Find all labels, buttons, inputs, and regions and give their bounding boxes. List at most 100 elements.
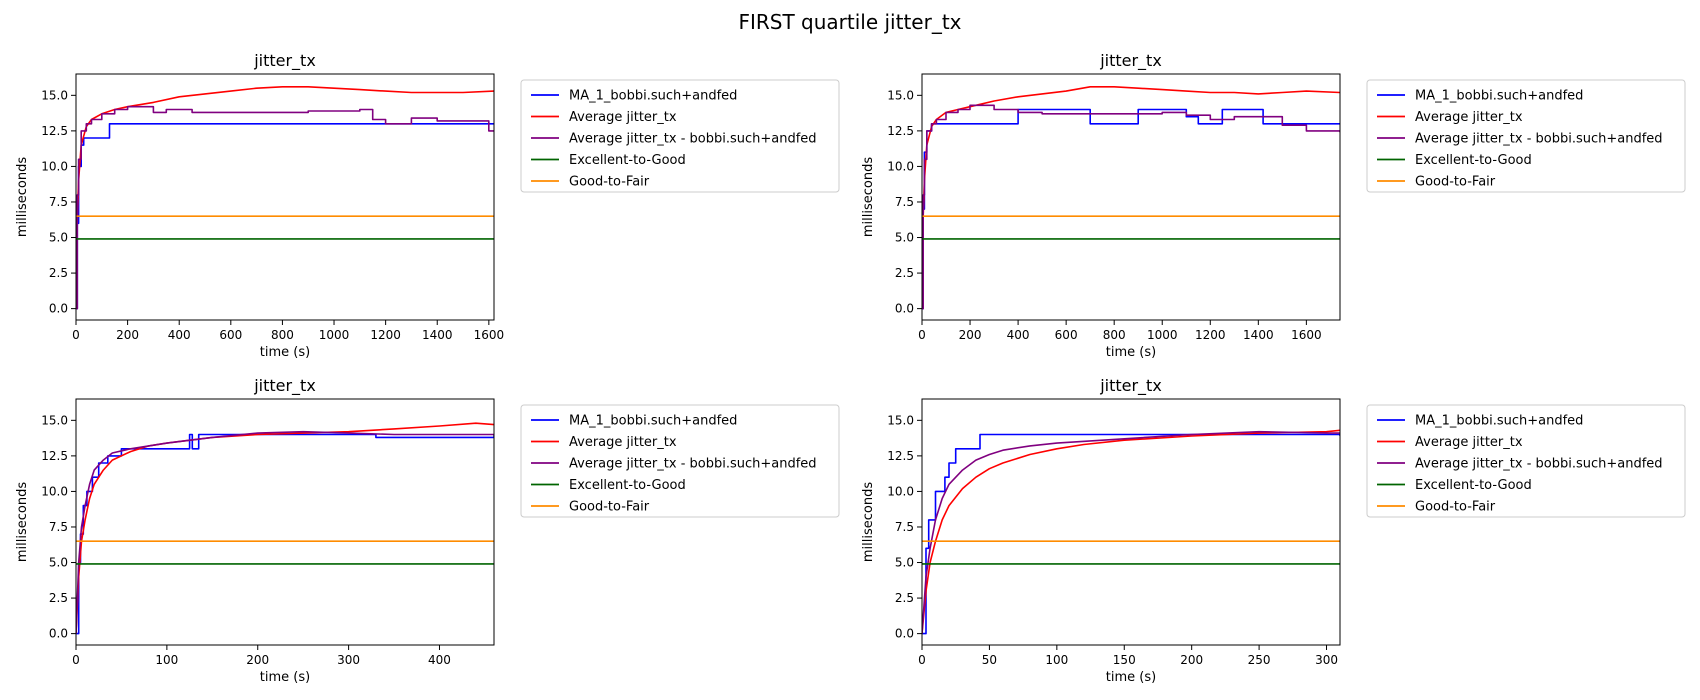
x-tick-label: 400 [428,653,451,667]
legend-label: MA_1_bobbi.such+andfed [1415,414,1583,429]
y-tick-label: 10.0 [41,159,68,173]
x-tick-label: 100 [1045,653,1068,667]
y-tick-label: 10.0 [887,484,914,498]
x-tick-label: 1400 [422,328,453,342]
axes-frame [75,73,495,321]
y-tick-label: 12.5 [887,449,914,463]
y-tick-label: 10.0 [41,484,68,498]
y-tick-label: 0.0 [895,627,914,641]
chart-title: jitter_tx [1099,51,1162,71]
x-tick-label: 200 [246,653,269,667]
y-tick-label: 7.5 [895,195,914,209]
x-tick-label: 800 [1103,328,1126,342]
series-line-2 [76,86,494,309]
y-axis-label: milliseconds [15,157,30,237]
x-tick-label: 300 [1315,653,1338,667]
series-group [76,422,494,635]
x-axis-label: time (s) [260,345,310,360]
y-tick-label: 7.5 [895,520,914,534]
y-tick-label: 2.5 [895,591,914,605]
y-tick-label: 0.0 [49,302,68,316]
x-tick-label: 600 [219,328,242,342]
chart-panel-2: 0 200 400 600 800 1000 1200 1400 1600 0.0 2.5 5.0 7.… [861,51,1686,360]
legend-box [520,404,840,518]
x-tick-label: 1200 [370,328,401,342]
y-tick-label: 5.0 [49,231,68,245]
legend-label: Average jitter_tx [1415,435,1523,450]
y-tick-label: 2.5 [895,266,914,280]
x-tick-label: 1000 [319,328,350,342]
x-tick-label: 1000 [1147,328,1178,342]
chart-panel-1: 0 200 400 600 800 1000 1200 1400 1600 0.0 2.5 5.0 7.… [15,51,840,360]
x-tick-label: 200 [116,328,139,342]
chart-panel-4: 0 50 100 150 200 250 300 0.0 2.5 5.0 7.5 10.0 12.5 15… [861,376,1686,685]
legend-label: Average jitter_tx [1415,110,1523,125]
legend: MA_1_bobbi.such+andfed Average jitter_tx A… [520,404,840,518]
y-tick-label: 15.0 [41,413,68,427]
y-tick-label: 15.0 [41,88,68,102]
x-tick-label: 1200 [1195,328,1226,342]
series-line-3 [922,430,1340,634]
legend-label: MA_1_bobbi.such+andfed [569,414,737,429]
legend: MA_1_bobbi.such+andfed Average jitter_tx A… [1366,79,1686,193]
x-tick-label: 300 [337,653,360,667]
legend-box [1366,404,1686,518]
x-tick-label: 800 [271,328,294,342]
y-tick-label: 7.5 [49,195,68,209]
y-tick-label: 12.5 [887,124,914,138]
x-axis-label: time (s) [1106,670,1156,685]
x-tick-label: 0 [918,653,926,667]
legend-label: Average jitter_tx - bobbi.such+andfed [569,457,817,472]
x-tick-label: 1600 [474,328,505,342]
y-tick-label: 12.5 [41,124,68,138]
legend-label: MA_1_bobbi.such+andfed [1415,89,1583,104]
y-axis-label: milliseconds [861,157,876,237]
x-tick-label: 150 [1113,653,1136,667]
y-tick-label: 0.0 [895,302,914,316]
x-tick-label: 0 [72,653,80,667]
x-tick-label: 200 [1180,653,1203,667]
x-tick-label: 1400 [1243,328,1274,342]
legend-label: Average jitter_tx - bobbi.such+andfed [1415,132,1663,147]
y-tick-label: 0.0 [49,627,68,641]
axes-frame [921,73,1341,321]
x-tick-label: 250 [1248,653,1271,667]
series-line-3 [922,104,1340,310]
legend-label: Excellent-to-Good [569,478,686,493]
legend-label: Excellent-to-Good [1415,153,1532,168]
series-line-3 [76,430,494,634]
series-line-3 [76,105,494,310]
series-group [922,86,1340,310]
legend-label: Average jitter_tx - bobbi.such+andfed [569,132,817,147]
x-axis-label: time (s) [260,670,310,685]
y-tick-label: 15.0 [887,413,914,427]
series-line-1 [922,433,1340,635]
legend: MA_1_bobbi.such+andfed Average jitter_tx A… [1366,404,1686,518]
legend-label: Excellent-to-Good [569,153,686,168]
figure-suptitle: FIRST quartile jitter_tx [738,10,961,34]
x-tick-label: 0 [72,328,80,342]
chart-panel-3: 0 100 200 300 400 0.0 2.5 5.0 7.5 10.0 12.5 15.0 jit… [15,376,840,685]
series-line-2 [76,422,494,634]
x-tick-label: 100 [155,653,178,667]
legend-label: Average jitter_tx [569,110,677,125]
legend: MA_1_bobbi.such+andfed Average jitter_tx A… [520,79,840,193]
x-tick-label: 0 [918,328,926,342]
y-tick-label: 5.0 [895,231,914,245]
legend-label: Good-to-Fair [1415,175,1496,190]
y-tick-label: 15.0 [887,88,914,102]
x-axis-label: time (s) [1106,345,1156,360]
legend-label: MA_1_bobbi.such+andfed [569,89,737,104]
x-tick-label: 600 [1055,328,1078,342]
legend-label: Good-to-Fair [569,175,650,190]
x-tick-label: 50 [982,653,997,667]
y-tick-label: 7.5 [49,520,68,534]
y-tick-label: 2.5 [49,591,68,605]
series-group [922,429,1340,635]
series-line-2 [922,429,1340,634]
y-tick-label: 5.0 [49,556,68,570]
series-line-2 [922,86,1340,309]
legend-label: Average jitter_tx [569,435,677,450]
y-tick-label: 10.0 [887,159,914,173]
